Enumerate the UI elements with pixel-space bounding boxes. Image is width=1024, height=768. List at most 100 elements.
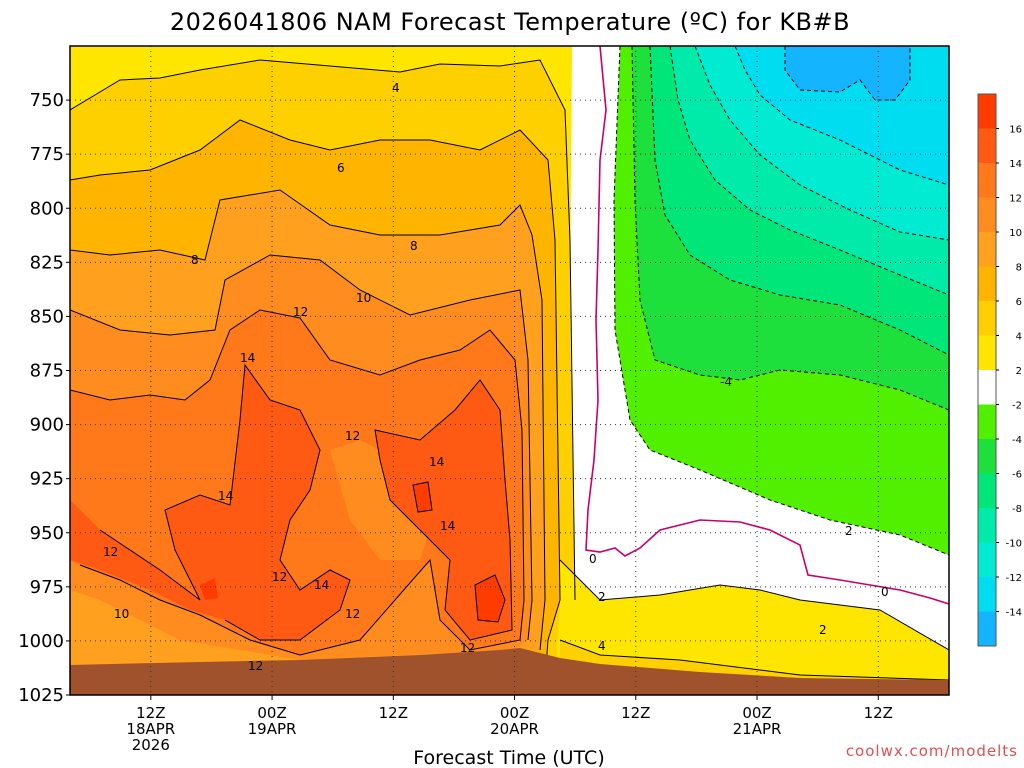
x-tick-label: 18APR — [126, 720, 175, 738]
zero-line — [585, 46, 949, 605]
colorbar-bin — [978, 301, 996, 336]
colorbar-bin — [978, 508, 996, 543]
contour-minus6 — [649, 46, 949, 356]
y-tick-label: 975 — [30, 577, 64, 598]
x-tick-label: 12Z — [379, 704, 408, 722]
colorbar-bin — [978, 370, 996, 405]
contour-label: 0 — [589, 552, 597, 566]
y-tick-label: 750 — [30, 90, 64, 111]
contour-label: 14 — [429, 455, 444, 469]
colorbar-tick-label: 16 — [1009, 125, 1022, 136]
grid-lines — [70, 46, 949, 696]
y-tick-label: 950 — [30, 523, 64, 544]
colorbar-tick-label: 8 — [1016, 263, 1022, 274]
x-tick-label: 00Z — [257, 704, 286, 722]
contour-label: 12 — [345, 607, 360, 621]
y-tick-label: 775 — [30, 144, 64, 165]
colorbar-tick-label: 6 — [1016, 297, 1022, 308]
contour-label: 6 — [337, 161, 345, 175]
x-tick-label: 21APR — [733, 720, 782, 738]
contour-6 — [70, 119, 561, 681]
contour-minus4 — [631, 46, 949, 411]
contour-label: 12 — [293, 305, 308, 319]
contour-14b — [374, 379, 513, 641]
contour-label: 12 — [272, 570, 287, 584]
colorbar-tick-label: -8 — [1012, 504, 1022, 515]
contour-label: 14 — [240, 351, 255, 365]
contour-16b — [412, 481, 433, 513]
x-axis-label: Forecast Time (UTC) — [413, 747, 604, 768]
contour-label: 8 — [191, 253, 199, 267]
contour-minus14 — [784, 46, 911, 101]
contour-label: 12 — [103, 545, 118, 559]
x-tick-label: 2026 — [132, 736, 170, 754]
colorbar-tick-label: -12 — [1006, 573, 1022, 584]
contour-label: 4 — [392, 81, 400, 95]
contour-label: 2 — [598, 590, 606, 604]
colorbar: 16 14 12 10 8 6 4 2 -2 -4 -6 -8 -10 -12 -14 — [977, 93, 1022, 647]
contour-lines — [70, 59, 949, 681]
contour-label: 14 — [218, 489, 233, 503]
contour-4 — [70, 59, 576, 601]
colorbar-bin — [978, 128, 996, 163]
colorbar-tick-label: -14 — [1006, 608, 1022, 619]
colorbar-bin — [978, 473, 996, 508]
ground-terrain — [70, 648, 949, 695]
fill-right-2to4 — [560, 560, 949, 682]
y-tick-label: 800 — [30, 198, 64, 219]
colorbar-bin — [978, 266, 996, 301]
contour-label: 4 — [598, 639, 606, 653]
colorbar-tick-label: 4 — [1016, 332, 1022, 343]
contour-14a — [99, 363, 351, 641]
x-tick-label: 12Z — [136, 704, 165, 722]
y-tick-label: 875 — [30, 361, 64, 382]
y-tick-label: 825 — [30, 252, 64, 273]
contour-label: 12 — [248, 659, 263, 673]
contour-label: 2 — [845, 524, 853, 538]
contour-16 — [474, 574, 506, 623]
contour-label: 12 — [460, 641, 475, 655]
y-tick-label: 1025 — [18, 685, 64, 706]
x-tick-label: 12Z — [621, 704, 650, 722]
x-tick-label: 20APR — [490, 720, 539, 738]
colorbar-tick-label: 10 — [1009, 228, 1022, 239]
fill-16plus-b — [413, 482, 432, 512]
contour-minus8 — [669, 46, 949, 296]
contour-label: 10 — [114, 607, 129, 621]
colorbar-bin — [978, 335, 996, 370]
colorbar-bin — [978, 163, 996, 198]
x-tick-label: 00Z — [500, 704, 529, 722]
contour-label: 0 — [881, 585, 889, 599]
colorbar-tick-label: 2 — [1016, 366, 1022, 377]
contour-minus12 — [734, 46, 949, 186]
contour-label: 8 — [410, 239, 418, 253]
colorbar-bin — [978, 611, 996, 646]
colorbar-bin — [978, 577, 996, 612]
y-tick-label: 850 — [30, 306, 64, 327]
y-tick-label: 1000 — [18, 631, 64, 652]
contour-label: 12 — [345, 429, 360, 443]
x-tick-label: 19APR — [248, 720, 297, 738]
filled-contours — [70, 46, 949, 695]
colorbar-bin — [978, 404, 996, 439]
y-tick-label: 900 — [30, 415, 64, 436]
contour-label: 14 — [314, 578, 329, 592]
fill-14to16b — [375, 380, 512, 640]
contour-label: 10 — [356, 291, 371, 305]
credit-link[interactable]: coolwx.com/modelts — [846, 742, 1018, 760]
x-tick-label: 12Z — [864, 704, 893, 722]
y-tick-label: 925 — [30, 469, 64, 490]
chart-title: 2026041806 NAM Forecast Temperature (ºC)… — [170, 8, 850, 36]
contour-minus2 — [613, 46, 949, 556]
contour-label: -4 — [720, 375, 732, 389]
fill-16plus — [475, 575, 505, 622]
contour-10 — [70, 254, 533, 641]
colorbar-tick-label: -6 — [1012, 470, 1022, 481]
colorbar-tick-label: -10 — [1006, 539, 1022, 550]
colorbar-tick-label: 12 — [1009, 194, 1022, 205]
colorbar-tick-label: 14 — [1009, 159, 1022, 170]
contour-labels: 4 6 8 8 10 12 14 12 14 14 14 12 12 14 12… — [103, 81, 889, 673]
contour-label: 2 — [819, 623, 827, 637]
